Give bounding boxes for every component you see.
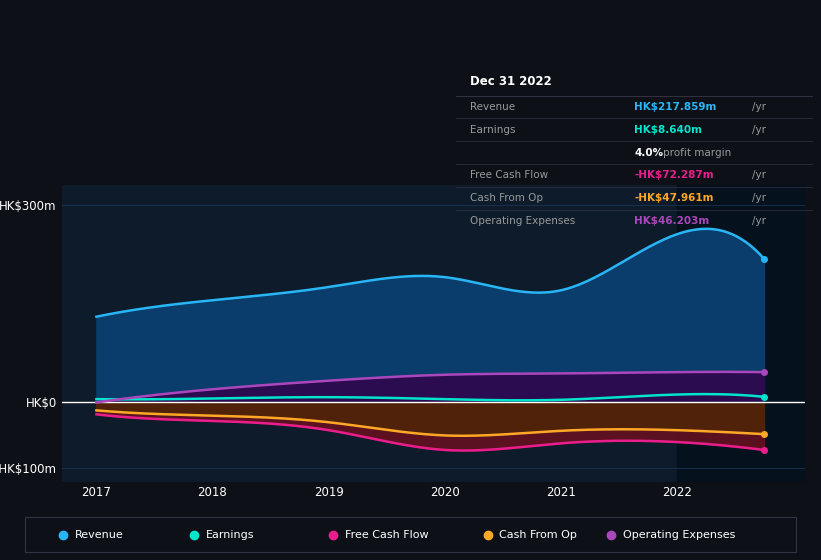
Text: /yr: /yr — [752, 102, 766, 112]
Text: /yr: /yr — [752, 125, 766, 135]
Text: HK$46.203m: HK$46.203m — [635, 216, 709, 226]
Text: /yr: /yr — [752, 216, 766, 226]
Text: Cash From Op: Cash From Op — [499, 530, 577, 540]
Text: 4.0%: 4.0% — [635, 148, 663, 157]
Text: Operating Expenses: Operating Expenses — [623, 530, 735, 540]
Text: /yr: /yr — [752, 193, 766, 203]
Text: -HK$47.961m: -HK$47.961m — [635, 193, 713, 203]
Text: Free Cash Flow: Free Cash Flow — [345, 530, 429, 540]
Text: Dec 31 2022: Dec 31 2022 — [470, 76, 552, 88]
Text: Cash From Op: Cash From Op — [470, 193, 543, 203]
Text: Revenue: Revenue — [470, 102, 515, 112]
Text: HK$217.859m: HK$217.859m — [635, 102, 717, 112]
Bar — [677, 185, 805, 482]
Text: HK$8.640m: HK$8.640m — [635, 125, 702, 135]
Text: -HK$72.287m: -HK$72.287m — [635, 170, 713, 180]
Text: Operating Expenses: Operating Expenses — [470, 216, 576, 226]
Text: Earnings: Earnings — [470, 125, 516, 135]
Text: /yr: /yr — [752, 170, 766, 180]
Text: Earnings: Earnings — [206, 530, 255, 540]
Text: Free Cash Flow: Free Cash Flow — [470, 170, 548, 180]
Text: Revenue: Revenue — [75, 530, 123, 540]
Text: profit margin: profit margin — [663, 148, 731, 157]
